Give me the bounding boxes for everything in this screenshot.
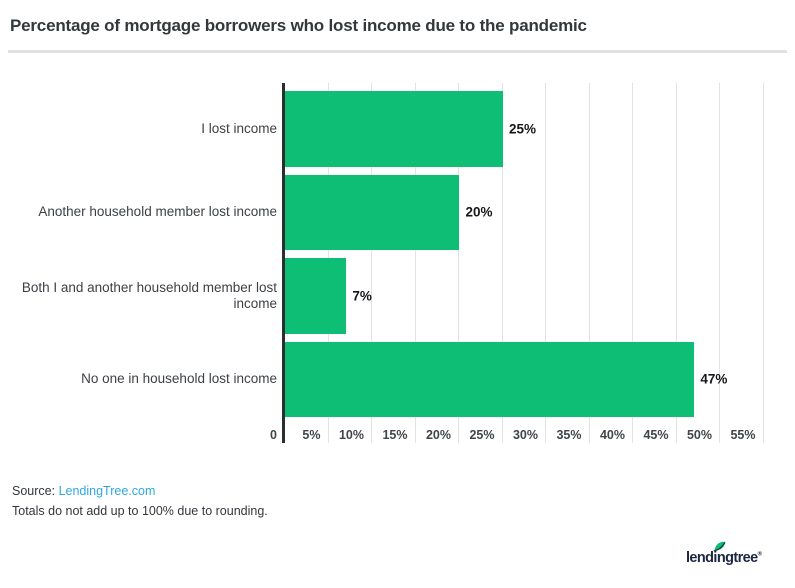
bar-value-label: 25% bbox=[509, 121, 537, 137]
x-gridline bbox=[458, 83, 459, 443]
source-link[interactable]: LendingTree.com bbox=[58, 484, 156, 498]
source-prefix: Source: bbox=[12, 484, 59, 498]
bar bbox=[285, 91, 503, 167]
x-gridline bbox=[371, 83, 372, 443]
lendingtree-logo: lendingtree® bbox=[686, 541, 762, 571]
x-gridline bbox=[762, 83, 764, 443]
x-gridline bbox=[588, 83, 590, 443]
bar-value-label: 47% bbox=[700, 371, 728, 387]
x-tick-label: 5% bbox=[302, 428, 321, 442]
bar-value-label: 7% bbox=[352, 288, 372, 304]
logo-wordmark: lendingtree bbox=[686, 550, 758, 566]
leaf-icon bbox=[713, 541, 726, 552]
title-divider bbox=[8, 50, 787, 53]
category-label: Another household member lost income bbox=[38, 204, 277, 220]
x-tick-label: 35% bbox=[556, 428, 582, 442]
bar-chart-plot: 0 5% 10% 15% 20% 25% 30% 35% 40% 45% 50% 55% 25% I lo… bbox=[21, 83, 764, 443]
x-tick-label: 40% bbox=[599, 428, 625, 442]
chart-footer: Source: LendingTree.com Totals do not ad… bbox=[12, 481, 268, 521]
bar bbox=[285, 341, 694, 417]
x-tick-label: 45% bbox=[643, 428, 669, 442]
logo-registered-mark: ® bbox=[757, 551, 762, 558]
x-gridline bbox=[545, 83, 546, 443]
footnote: Totals do not add up to 100% due to roun… bbox=[12, 504, 268, 518]
category-label: I lost income bbox=[201, 120, 277, 136]
x-tick-label: 55% bbox=[730, 428, 756, 442]
x-gridline bbox=[675, 83, 677, 443]
x-tick-label: 30% bbox=[512, 428, 538, 442]
y-axis-line bbox=[282, 83, 285, 443]
category-label: No one in household lost income bbox=[81, 371, 277, 387]
x-gridline bbox=[719, 83, 720, 443]
bar bbox=[285, 258, 346, 334]
category-label: Both I and another household member lost… bbox=[21, 279, 277, 311]
source-line: Source: LendingTree.com bbox=[12, 481, 268, 501]
bar-value-label: 20% bbox=[465, 204, 493, 220]
bar bbox=[285, 174, 459, 250]
x-gridline bbox=[632, 83, 633, 443]
x-tick-label: 25% bbox=[469, 428, 495, 442]
chart-title: Percentage of mortgage borrowers who los… bbox=[10, 16, 587, 35]
x-tick-label: 0 bbox=[270, 428, 277, 442]
x-tick-label: 20% bbox=[425, 428, 451, 442]
x-gridline bbox=[501, 83, 503, 443]
x-gridline bbox=[414, 83, 416, 443]
x-tick-label: 10% bbox=[338, 428, 364, 442]
x-tick-label: 50% bbox=[686, 428, 712, 442]
x-tick-label: 15% bbox=[382, 428, 408, 442]
